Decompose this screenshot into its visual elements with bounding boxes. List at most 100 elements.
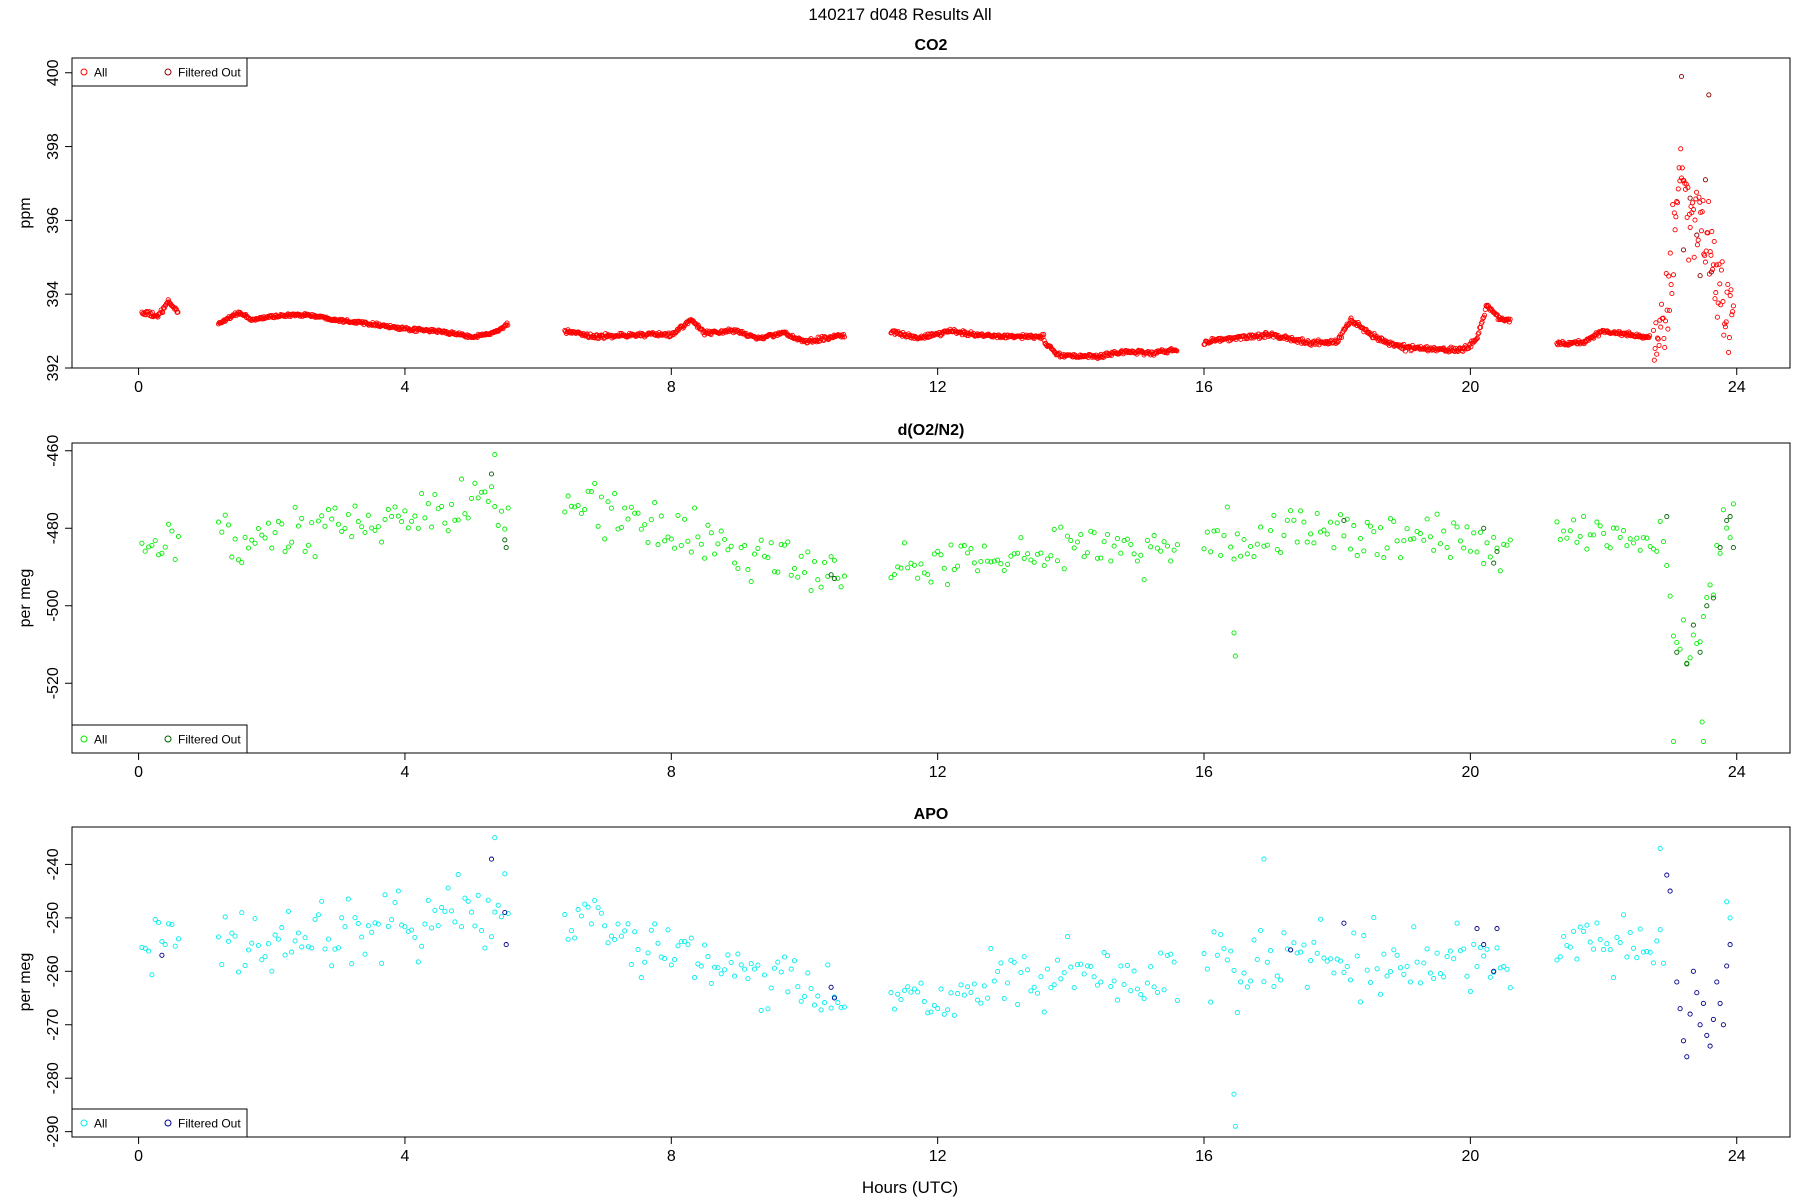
point-all	[498, 914, 505, 920]
point-all	[1654, 938, 1660, 944]
point-all	[369, 525, 375, 531]
point-all	[1211, 528, 1217, 534]
point-all	[728, 959, 734, 966]
point-all	[1111, 978, 1117, 984]
point-all	[249, 537, 255, 543]
point-all	[778, 969, 784, 975]
point-all	[1697, 639, 1703, 645]
point-all	[1174, 348, 1180, 354]
point-all	[1044, 966, 1051, 972]
point-all	[1334, 338, 1340, 344]
point-all	[1308, 531, 1314, 537]
point-all	[978, 1000, 984, 1006]
point-all	[1124, 536, 1130, 542]
point-all	[682, 516, 688, 522]
point-all	[1657, 927, 1663, 933]
point-all	[775, 569, 781, 575]
point-all	[488, 484, 495, 490]
point-all	[998, 561, 1004, 567]
point-all	[1331, 545, 1337, 551]
point-all	[618, 524, 624, 531]
point-all	[1039, 332, 1045, 338]
point-all	[1417, 531, 1423, 537]
point-all	[758, 537, 764, 543]
point-all	[1205, 339, 1211, 345]
point-all	[578, 510, 584, 517]
point-all	[1038, 974, 1044, 980]
point-all	[945, 1007, 951, 1013]
point-all	[1351, 930, 1357, 936]
point-all	[1584, 922, 1590, 928]
point-all	[1711, 238, 1717, 245]
point-all	[1703, 248, 1709, 254]
point-all	[495, 902, 501, 908]
point-all	[1584, 546, 1590, 552]
point-all	[1124, 962, 1130, 968]
point-all	[1015, 550, 1021, 556]
point-all	[841, 331, 847, 338]
point-filtered	[1664, 872, 1670, 878]
point-all	[1171, 547, 1177, 553]
point-all	[1719, 259, 1725, 265]
point-all	[755, 962, 761, 968]
point-all	[482, 945, 488, 951]
point-all	[1158, 950, 1164, 956]
point-all	[795, 336, 801, 342]
point-all	[1710, 262, 1716, 268]
point-all	[339, 915, 345, 921]
point-all	[365, 512, 371, 518]
point-all	[429, 925, 435, 931]
point-filtered	[1667, 888, 1673, 894]
point-all	[1695, 237, 1701, 243]
point-all	[305, 542, 311, 548]
point-all	[1081, 554, 1087, 560]
point-all	[1391, 518, 1397, 525]
point-all	[1377, 525, 1384, 531]
point-all	[1650, 327, 1657, 333]
point-all	[462, 511, 468, 517]
point-all	[1038, 550, 1044, 556]
point-all	[1666, 307, 1673, 314]
point-all	[1431, 976, 1437, 982]
point-all	[1173, 347, 1179, 353]
point-all	[582, 901, 588, 907]
point-all	[1473, 336, 1480, 342]
point-all	[1627, 536, 1633, 542]
point-all	[1708, 252, 1714, 258]
point-all	[1101, 950, 1107, 956]
point-all	[1724, 525, 1730, 531]
point-all	[648, 927, 654, 933]
y-tick-label: -480	[45, 512, 62, 544]
point-all	[362, 951, 368, 957]
point-all	[279, 521, 285, 527]
point-all	[1461, 545, 1467, 551]
point-all	[455, 517, 461, 523]
point-filtered	[1706, 92, 1712, 98]
point-all	[492, 452, 498, 458]
point-filtered	[502, 537, 508, 543]
plot-frame	[71, 826, 1791, 1138]
point-all	[385, 923, 391, 929]
point-all	[598, 494, 604, 500]
y-tick-label: -280	[45, 1062, 62, 1094]
point-all	[1718, 267, 1724, 273]
point-all	[1571, 517, 1577, 523]
point-filtered	[1288, 947, 1294, 953]
point-all	[352, 503, 358, 509]
point-all	[419, 490, 425, 497]
point-all	[808, 587, 814, 594]
point-all	[895, 991, 901, 997]
point-all	[1131, 551, 1137, 557]
point-all	[449, 501, 455, 507]
point-all	[1005, 980, 1011, 986]
point-all	[1669, 290, 1675, 297]
point-all	[1726, 335, 1732, 341]
point-all	[1108, 558, 1114, 564]
point-filtered	[488, 471, 495, 477]
y-tick-label: 392	[45, 355, 62, 382]
point-all	[562, 912, 568, 918]
point-all	[1232, 653, 1238, 659]
point-all	[1261, 856, 1267, 862]
point-filtered	[1727, 942, 1733, 948]
point-all	[978, 558, 984, 565]
